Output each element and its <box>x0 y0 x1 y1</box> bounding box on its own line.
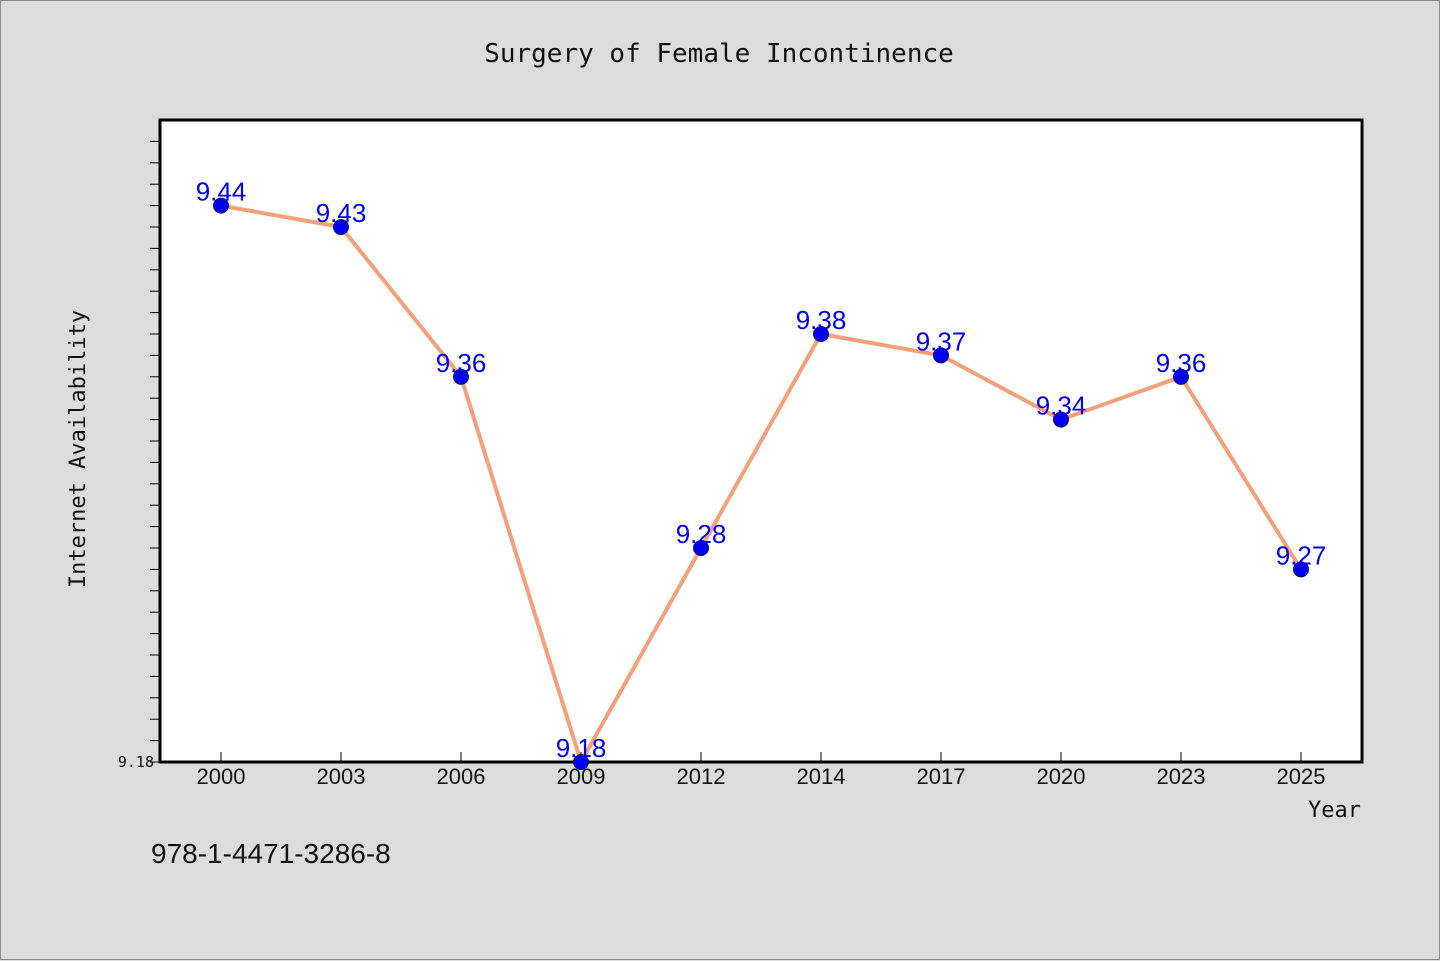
data-label: 9.43 <box>316 198 367 228</box>
data-label: 9.27 <box>1276 540 1327 570</box>
series-line <box>220 203 1303 764</box>
data-markers <box>213 197 1309 770</box>
data-label: 9.28 <box>676 519 727 549</box>
data-label: 9.37 <box>916 326 967 356</box>
x-axis-label: Year <box>1308 798 1361 823</box>
chart-title: Surgery of Female Incontinence <box>484 39 954 69</box>
data-point <box>333 219 349 235</box>
y-axis-ticks <box>150 140 160 763</box>
x-tick-label: 2003 <box>317 764 366 789</box>
data-labels: 9.44 9.43 9.36 9.18 9.28 9.38 9.37 9.34 9.36 9.27 <box>196 177 1327 763</box>
x-tick-label: 2014 <box>797 764 846 789</box>
data-point <box>453 368 469 385</box>
x-tick-label: 2000 <box>197 764 246 789</box>
data-point <box>1293 561 1309 578</box>
y-tick-label: 9.18 <box>118 753 154 771</box>
x-tick-label: 2017 <box>917 764 966 789</box>
data-point <box>933 347 949 364</box>
data-point <box>813 326 829 342</box>
data-label: 9.36 <box>436 348 487 378</box>
footer-isbn: 978-1-4471-3286-8 <box>151 838 391 869</box>
data-label: 9.18 <box>556 733 607 763</box>
data-label: 9.36 <box>1156 348 1207 378</box>
y-axis-label: Internet Availability <box>66 310 91 588</box>
data-point <box>1053 411 1069 428</box>
data-point <box>573 754 589 770</box>
x-tick-label: 2025 <box>1277 764 1326 789</box>
x-tick-label: 2020 <box>1037 764 1086 789</box>
data-label: 9.44 <box>196 177 247 207</box>
data-point <box>213 197 229 214</box>
x-tick-label: 2012 <box>677 764 726 789</box>
data-point <box>693 540 709 556</box>
data-label: 9.38 <box>796 305 847 335</box>
data-point <box>1173 368 1189 385</box>
data-label: 9.34 <box>1036 391 1087 421</box>
x-tick-label: 2006 <box>437 764 486 789</box>
x-tick-label: 2023 <box>1157 764 1206 789</box>
x-axis-ticks: 2000 2003 2006 2009 2012 2014 2017 2020 2023 2025 <box>197 752 1326 789</box>
